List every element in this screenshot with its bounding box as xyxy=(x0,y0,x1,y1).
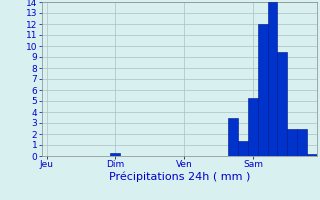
Bar xyxy=(248,98,258,156)
Bar xyxy=(287,129,297,156)
Bar xyxy=(238,141,248,156)
Bar xyxy=(297,129,307,156)
X-axis label: Précipitations 24h ( mm ): Précipitations 24h ( mm ) xyxy=(108,172,250,182)
Bar xyxy=(268,2,277,156)
Bar xyxy=(110,153,120,156)
Bar xyxy=(258,24,268,156)
Bar xyxy=(228,117,238,156)
Bar xyxy=(277,51,287,156)
Bar xyxy=(307,154,317,156)
